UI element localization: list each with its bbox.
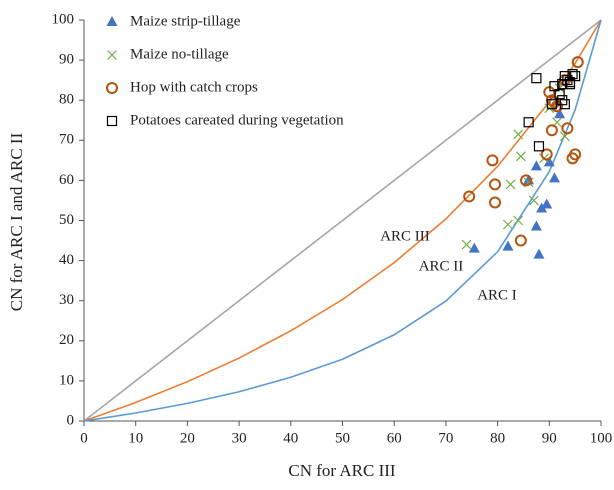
x-tick-label: 80 bbox=[490, 430, 505, 446]
point bbox=[520, 174, 533, 187]
curve bbox=[83, 19, 602, 422]
y-tick-label: 60 bbox=[59, 172, 74, 188]
y-axis-label: CN for ARC I and ARC II bbox=[7, 132, 26, 311]
x-tick-label: 20 bbox=[180, 430, 195, 446]
legend-label: Maize strip-tillage bbox=[130, 13, 241, 29]
point bbox=[557, 95, 568, 106]
x-tick-label: 50 bbox=[335, 430, 350, 446]
point bbox=[561, 122, 574, 135]
point bbox=[530, 220, 542, 231]
y-tick-label: 90 bbox=[59, 52, 74, 68]
point bbox=[554, 108, 566, 119]
legend-label: Maize no-tillage bbox=[130, 46, 229, 62]
curve bbox=[83, 19, 602, 422]
legend-marker bbox=[106, 16, 118, 26]
point bbox=[533, 248, 545, 259]
point bbox=[548, 172, 560, 183]
annotation: ARC I bbox=[477, 287, 517, 303]
y-tick-label: 50 bbox=[59, 212, 74, 228]
x-tick-label: 100 bbox=[590, 430, 613, 446]
y-tick-label: 40 bbox=[59, 252, 74, 268]
point bbox=[536, 202, 548, 213]
point bbox=[569, 148, 582, 161]
point bbox=[530, 160, 542, 171]
point bbox=[540, 148, 553, 161]
x-axis-label: CN for ARC III bbox=[288, 461, 396, 480]
point bbox=[513, 129, 524, 140]
y-tick-label: 0 bbox=[67, 412, 75, 428]
point bbox=[541, 198, 553, 209]
point bbox=[515, 151, 526, 162]
y-tick-label: 100 bbox=[52, 11, 75, 27]
x-tick-label: 90 bbox=[542, 430, 557, 446]
point bbox=[564, 77, 576, 88]
point bbox=[570, 71, 581, 82]
y-tick-label: 10 bbox=[59, 372, 74, 388]
x-tick-label: 40 bbox=[283, 430, 298, 446]
y-tick-label: 70 bbox=[59, 132, 74, 148]
x-tick-label: 0 bbox=[80, 430, 88, 446]
legend-label: Hop with catch crops bbox=[130, 79, 258, 95]
point bbox=[567, 69, 578, 80]
point bbox=[486, 154, 499, 167]
x-tick-label: 10 bbox=[128, 430, 143, 446]
annotation: ARC II bbox=[419, 258, 464, 274]
y-tick-label: 80 bbox=[59, 92, 74, 108]
y-tick-label: 20 bbox=[59, 332, 74, 348]
point bbox=[554, 89, 565, 100]
point bbox=[543, 156, 555, 167]
point bbox=[463, 190, 476, 203]
point bbox=[545, 124, 558, 137]
point bbox=[528, 195, 539, 206]
point bbox=[489, 196, 502, 209]
point bbox=[533, 141, 545, 152]
legend-label: Potatoes careated during vegetation bbox=[130, 112, 344, 128]
x-tick-label: 60 bbox=[387, 430, 402, 446]
y-tick-label: 30 bbox=[59, 292, 74, 308]
point bbox=[513, 215, 524, 226]
point bbox=[571, 56, 584, 69]
legend-marker bbox=[106, 82, 118, 94]
point bbox=[503, 219, 513, 230]
point bbox=[489, 178, 502, 191]
point bbox=[502, 240, 514, 251]
legend-marker bbox=[106, 115, 118, 127]
point bbox=[546, 99, 557, 110]
point bbox=[523, 117, 534, 128]
point bbox=[468, 242, 480, 253]
legend-marker bbox=[107, 50, 117, 60]
annotation: ARC III bbox=[380, 228, 430, 244]
point bbox=[531, 73, 542, 84]
point bbox=[514, 234, 527, 247]
point bbox=[551, 100, 564, 113]
x-tick-label: 70 bbox=[438, 430, 453, 446]
point bbox=[549, 81, 560, 92]
point bbox=[543, 86, 556, 99]
point bbox=[461, 239, 472, 250]
point bbox=[505, 179, 516, 190]
x-tick-label: 30 bbox=[232, 430, 247, 446]
